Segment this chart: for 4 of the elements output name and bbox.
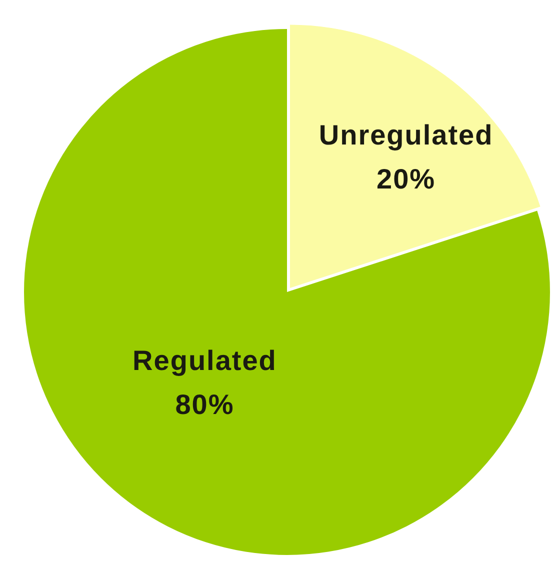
data-label: 20% bbox=[376, 163, 436, 194]
data-label: 80% bbox=[175, 388, 234, 420]
slice-label: Unregulated bbox=[318, 119, 494, 150]
slice-label: Regulated bbox=[132, 344, 277, 376]
